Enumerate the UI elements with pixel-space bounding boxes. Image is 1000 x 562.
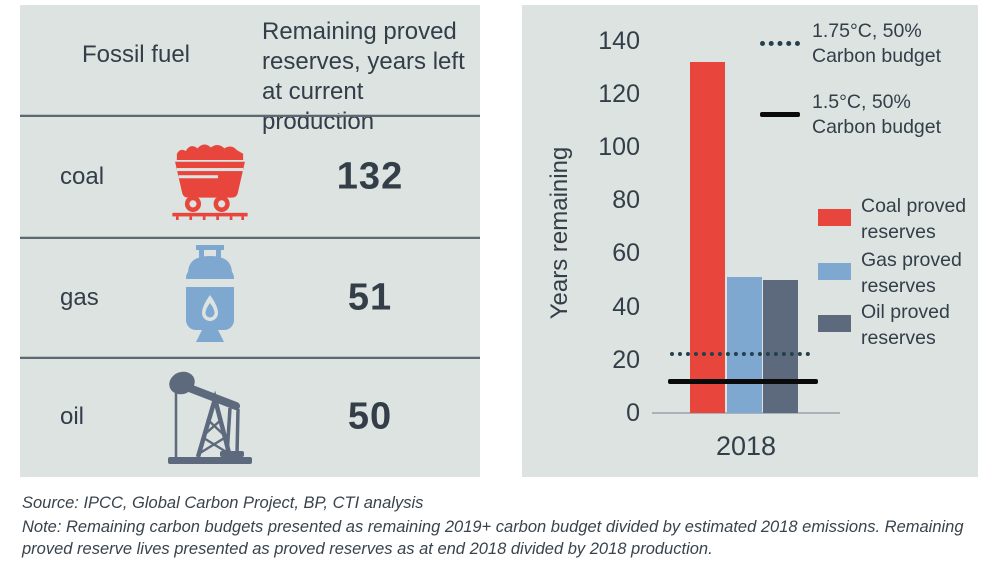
gas-value: 51 (347, 276, 393, 319)
gas-swatch-icon (818, 263, 851, 280)
x-axis-line (652, 412, 840, 414)
bar-gas (726, 277, 762, 413)
legend-item-1-75C-budget: 1.75°C, 50% Carbon budget (760, 19, 952, 69)
table-row-coal: coal (20, 117, 480, 237)
y-axis-tick-100: 100 (598, 133, 640, 161)
legend-item-gas: Gas proved reserves (818, 247, 977, 299)
legend-label: 1.5°C, 50% Carbon budget (812, 91, 942, 138)
table-header-value: Remaining proved reserves, years left at… (262, 18, 465, 135)
y-axis-tick-20: 20 (612, 345, 640, 374)
oil-label: oil (60, 403, 85, 430)
coal-value: 132 (336, 155, 404, 198)
legend-label: Coal proved reserves (861, 195, 967, 243)
chart-panel: Years remaining 2018 1.75°C, 50% Carbon … (522, 5, 978, 477)
legend-label: Gas proved reserves (861, 249, 962, 297)
y-axis-tick-120: 120 (598, 79, 640, 108)
gas-label: gas (60, 284, 99, 311)
y-axis-tick-0: 0 (626, 399, 640, 427)
y-axis-tick-40: 40 (612, 292, 640, 321)
table-row-oil: oil 50 (20, 359, 480, 475)
reference-line-dotted (670, 352, 810, 357)
table-row-gas: gas 51 (20, 239, 480, 357)
y-axis-tick-60: 60 (612, 239, 640, 268)
x-axis-category: 2018 (715, 431, 777, 461)
y-axis-tick-80: 80 (612, 186, 640, 215)
bar-coal (690, 61, 725, 413)
coal-swatch-icon (818, 209, 851, 226)
note-text: Note: Remaining carbon budgets presented… (22, 518, 964, 558)
oil-value: 50 (347, 395, 393, 438)
solid-line-swatch-icon (760, 112, 800, 117)
legend-item-oil: Oil proved reserves (818, 299, 977, 351)
table-divider (20, 357, 480, 359)
table-divider (20, 115, 480, 117)
legend-item-1-5C-budget: 1.5°C, 50% Carbon budget (760, 90, 952, 140)
legend-label: 1.75°C, 50% Carbon budget (812, 20, 942, 67)
oil-pumpjack-icon (148, 367, 272, 467)
dotted-line-swatch-icon (760, 41, 800, 46)
coal-label: coal (60, 163, 105, 190)
table-divider (20, 237, 480, 239)
oil-swatch-icon (818, 315, 851, 332)
y-axis-title: Years remaining (546, 146, 573, 320)
reference-line-solid (668, 378, 818, 384)
legend-item-coal: Coal proved reserves (818, 193, 977, 245)
coal-cart-icon (148, 134, 272, 220)
legend-label: Oil proved reserves (861, 301, 950, 349)
table-header-fuel: Fossil fuel (81, 41, 191, 68)
source-text: Source: IPCC, Global Carbon Project, BP,… (22, 494, 424, 512)
reserves-table-panel: Fossil fuel Remaining proved reserves, y… (20, 5, 480, 477)
gas-cylinder-icon (148, 243, 272, 353)
bar-oil (763, 280, 798, 413)
y-axis-tick-140: 140 (598, 26, 640, 55)
